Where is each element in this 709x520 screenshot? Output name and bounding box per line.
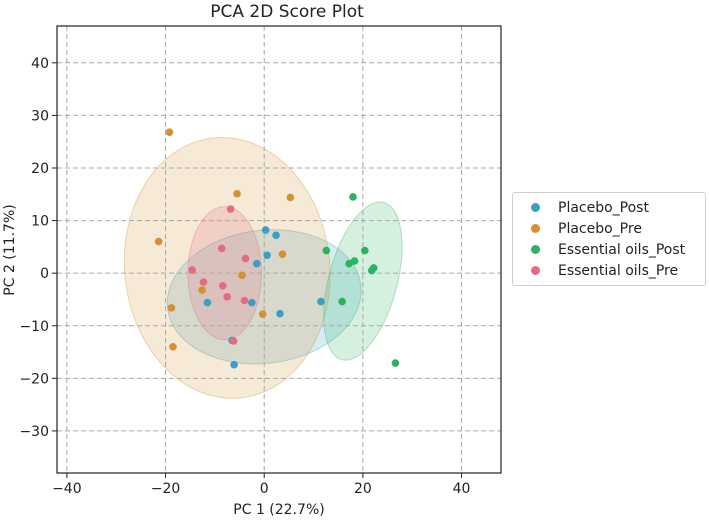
point-1-1 bbox=[233, 189, 241, 198]
legend-label: Essential oils_Pre bbox=[558, 262, 679, 279]
point-1-9 bbox=[169, 342, 177, 351]
point-3-1 bbox=[217, 244, 226, 253]
plot-frame bbox=[56, 25, 502, 474]
point-1-2 bbox=[286, 193, 295, 202]
x-axis-label: PC 1 (22.7%) bbox=[233, 502, 324, 518]
point-2-6 bbox=[369, 264, 378, 272]
point-2-1 bbox=[322, 246, 331, 255]
point-3-3 bbox=[241, 254, 250, 263]
x-tick-label-3: 20 bbox=[354, 481, 372, 497]
confidence-ellipses bbox=[123, 136, 403, 399]
legend-item-1: Placebo_Pre bbox=[521, 218, 697, 239]
y-tick-label-3: 0 bbox=[40, 266, 49, 282]
point-2-0 bbox=[349, 193, 357, 201]
y-tick-label-4: 10 bbox=[31, 214, 49, 230]
point-2-8 bbox=[391, 359, 400, 367]
legend-item-3: Essential oils_Pre bbox=[521, 260, 697, 281]
point-0-2 bbox=[263, 251, 271, 260]
point-3-2 bbox=[188, 266, 196, 274]
point-1-3 bbox=[154, 237, 163, 246]
x-axis-ticks: −40 −20 0 20 40 bbox=[52, 473, 470, 497]
point-1-4 bbox=[278, 250, 287, 259]
point-0-5 bbox=[248, 298, 256, 307]
point-1-5 bbox=[238, 271, 246, 280]
grid-lines bbox=[57, 26, 501, 473]
y-tick-label-1: −20 bbox=[19, 371, 49, 387]
x-tick-label-4: 40 bbox=[453, 481, 471, 497]
legend-label: Placebo_Post bbox=[558, 199, 649, 216]
point-0-0 bbox=[261, 226, 270, 234]
legend-item-0: Placebo_Post bbox=[521, 197, 697, 218]
point-3-7 bbox=[240, 296, 249, 305]
point-0-1 bbox=[272, 231, 280, 240]
y-axis-label: PC 2 (11.7%) bbox=[2, 204, 18, 295]
point-0-6 bbox=[203, 298, 212, 307]
ellipse-1 bbox=[123, 136, 331, 399]
x-tick-label-0: −40 bbox=[52, 481, 82, 497]
point-1-6 bbox=[198, 286, 206, 294]
point-2-4 bbox=[350, 257, 359, 265]
legend: Placebo_Post Placebo_Pre Essential oils_Po… bbox=[512, 192, 706, 286]
point-1-0 bbox=[165, 128, 174, 137]
legend-item-2: Essential oils_Post bbox=[521, 239, 697, 260]
y-tick-label-2: −10 bbox=[19, 319, 49, 335]
point-3-5 bbox=[218, 281, 227, 290]
y-tick-label-6: 30 bbox=[31, 108, 49, 124]
point-2-7 bbox=[338, 297, 346, 306]
point-1-7 bbox=[167, 304, 176, 312]
point-3-6 bbox=[223, 293, 231, 301]
x-tick-label-2: 0 bbox=[260, 481, 269, 497]
point-0-3 bbox=[252, 259, 261, 268]
y-tick-label-5: 20 bbox=[31, 161, 49, 177]
y-axis-ticks: −30 −20 −10 0 10 20 30 40 bbox=[19, 56, 57, 440]
y-tick-label-7: 40 bbox=[31, 56, 49, 72]
point-3-0 bbox=[226, 205, 235, 213]
point-0-4 bbox=[317, 297, 325, 306]
chart-title: PCA 2D Score Plot bbox=[210, 2, 364, 22]
point-3-4 bbox=[199, 278, 208, 286]
legend-marker-icon bbox=[531, 203, 540, 212]
legend-label: Placebo_Pre bbox=[558, 220, 642, 237]
point-1-8 bbox=[258, 310, 267, 318]
x-tick-label-1: −20 bbox=[151, 481, 181, 497]
legend-label: Essential oils_Post bbox=[558, 241, 686, 258]
point-2-2 bbox=[361, 246, 369, 255]
point-3-8 bbox=[229, 337, 238, 345]
ellipse-2 bbox=[323, 201, 403, 361]
y-tick-label-0: −30 bbox=[19, 424, 49, 440]
point-0-9 bbox=[230, 360, 238, 369]
ellipse-0 bbox=[166, 229, 362, 365]
point-0-7 bbox=[276, 309, 284, 318]
legend-marker-icon bbox=[531, 245, 540, 254]
data-points bbox=[154, 128, 400, 369]
legend-marker-icon bbox=[531, 224, 540, 233]
legend-marker-icon bbox=[531, 266, 540, 275]
